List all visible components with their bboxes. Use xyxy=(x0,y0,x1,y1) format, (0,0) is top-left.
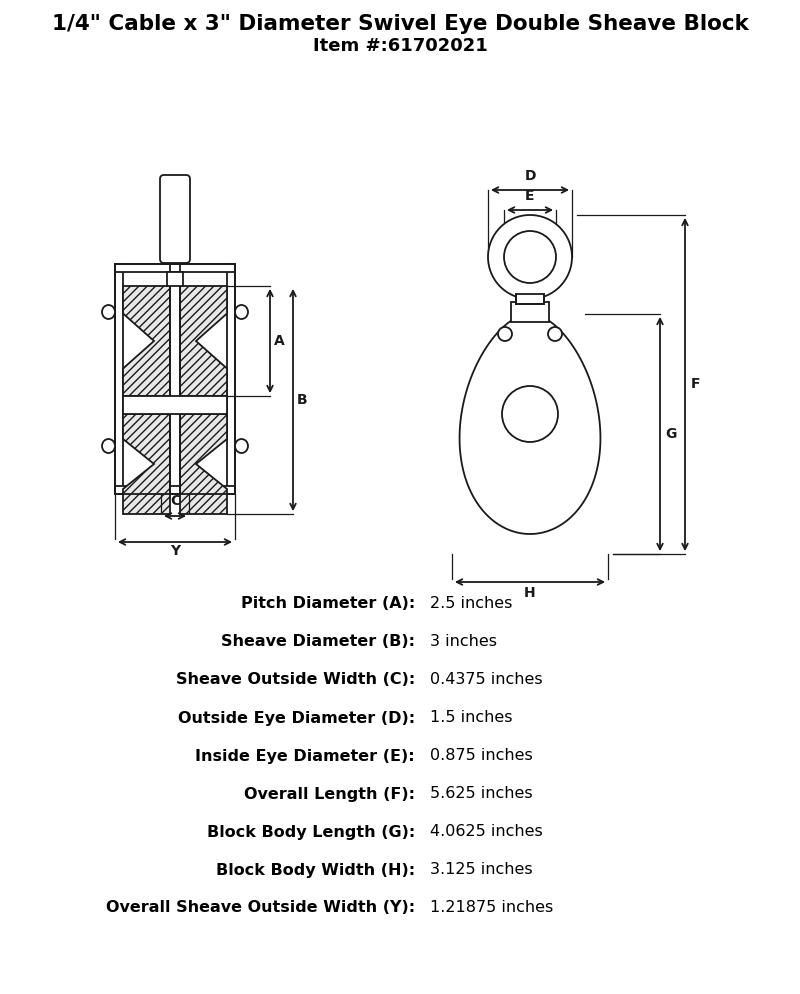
Polygon shape xyxy=(180,414,227,514)
Text: Sheave Diameter (B):: Sheave Diameter (B): xyxy=(221,634,415,649)
Bar xyxy=(115,264,235,272)
Text: Item #:61702021: Item #:61702021 xyxy=(313,37,487,55)
Text: C: C xyxy=(170,494,180,508)
Text: Outside Eye Diameter (D):: Outside Eye Diameter (D): xyxy=(178,711,415,726)
Bar xyxy=(227,264,235,494)
Circle shape xyxy=(488,215,572,299)
Polygon shape xyxy=(180,286,227,396)
Text: Overall Length (F):: Overall Length (F): xyxy=(244,786,415,801)
Circle shape xyxy=(548,327,562,341)
Text: 0.4375 inches: 0.4375 inches xyxy=(430,673,542,688)
Ellipse shape xyxy=(235,439,248,453)
Text: 0.875 inches: 0.875 inches xyxy=(430,748,533,763)
Bar xyxy=(123,396,227,414)
Text: Block Body Length (G):: Block Body Length (G): xyxy=(206,824,415,840)
Circle shape xyxy=(498,327,512,341)
Text: 2.5 inches: 2.5 inches xyxy=(430,596,512,611)
Bar xyxy=(516,294,544,304)
FancyBboxPatch shape xyxy=(160,175,190,263)
Text: 1.21875 inches: 1.21875 inches xyxy=(430,901,554,915)
Text: 4.0625 inches: 4.0625 inches xyxy=(430,824,542,840)
Bar xyxy=(115,486,235,494)
Text: A: A xyxy=(274,334,285,348)
Circle shape xyxy=(502,386,558,442)
Text: Block Body Width (H):: Block Body Width (H): xyxy=(216,863,415,878)
Bar xyxy=(167,272,183,286)
Ellipse shape xyxy=(235,305,248,319)
Text: 1/4" Cable x 3" Diameter Swivel Eye Double Sheave Block: 1/4" Cable x 3" Diameter Swivel Eye Doub… xyxy=(51,14,749,34)
Text: G: G xyxy=(665,427,676,441)
Polygon shape xyxy=(123,286,170,396)
Text: Y: Y xyxy=(170,544,180,558)
Text: 3 inches: 3 inches xyxy=(430,634,497,649)
Text: E: E xyxy=(526,189,534,203)
Text: Pitch Diameter (A):: Pitch Diameter (A): xyxy=(241,596,415,611)
Text: H: H xyxy=(524,586,536,600)
Text: Overall Sheave Outside Width (Y):: Overall Sheave Outside Width (Y): xyxy=(106,901,415,915)
Text: 1.5 inches: 1.5 inches xyxy=(430,711,513,726)
Text: Inside Eye Diameter (E):: Inside Eye Diameter (E): xyxy=(195,748,415,763)
Text: D: D xyxy=(524,169,536,183)
Text: Sheave Outside Width (C):: Sheave Outside Width (C): xyxy=(176,673,415,688)
Text: B: B xyxy=(297,393,308,407)
Bar xyxy=(511,302,549,322)
Circle shape xyxy=(504,231,556,283)
Text: 5.625 inches: 5.625 inches xyxy=(430,786,533,801)
Ellipse shape xyxy=(102,305,115,319)
Polygon shape xyxy=(123,414,170,514)
Text: 3.125 inches: 3.125 inches xyxy=(430,863,533,878)
Polygon shape xyxy=(459,314,601,534)
Text: F: F xyxy=(691,378,701,392)
Bar xyxy=(115,264,123,494)
Ellipse shape xyxy=(102,439,115,453)
